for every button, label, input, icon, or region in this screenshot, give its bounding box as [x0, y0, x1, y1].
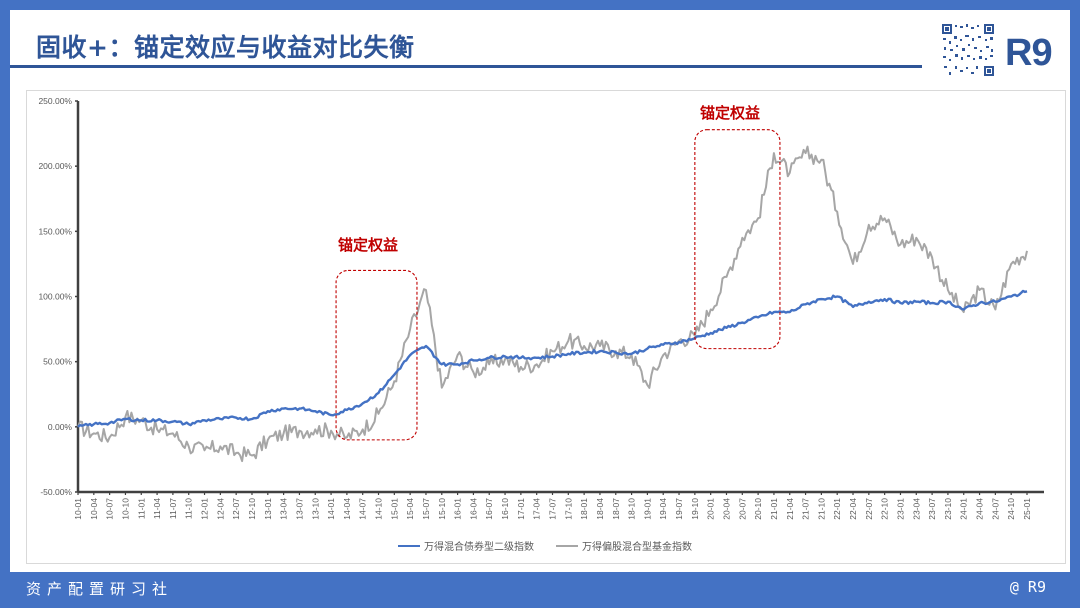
legend-label-bond: 万得混合债券型二级指数: [424, 542, 534, 553]
x-tick-label: 16-01: [453, 498, 463, 520]
x-tick-label: 16-04: [468, 498, 478, 520]
x-tick-label: 23-07: [927, 498, 937, 520]
x-tick-label: 22-04: [848, 498, 858, 520]
x-tick-label: 24-07: [990, 498, 1000, 520]
x-tick-label: 22-10: [880, 498, 890, 520]
x-tick-label: 10-04: [89, 498, 99, 520]
x-tick-label: 11-10: [184, 498, 194, 519]
line-chart: -50.00% 0.00% 50.00% 100.00% 150.00% 200.00% 2…: [38, 96, 1044, 520]
x-tick-label: 21-10: [816, 498, 826, 520]
x-tick-label: 11-01: [136, 498, 146, 519]
x-tick-label: 19-07: [674, 498, 684, 520]
x-tick-label: 20-07: [737, 498, 747, 520]
legend-swatch-equity: [556, 544, 578, 547]
x-tick-label: 16-10: [500, 498, 510, 520]
x-tick-label: 16-07: [484, 498, 494, 520]
x-tick-label: 20-01: [706, 498, 716, 520]
x-tick-label: 10-10: [120, 498, 130, 520]
x-tick-label: 24-01: [959, 498, 969, 520]
x-tick-label: 11-04: [152, 498, 162, 519]
x-tick-label: 11-07: [168, 498, 178, 519]
x-tick-label: 13-07: [294, 498, 304, 520]
y-tick-label: 200.00%: [38, 161, 72, 171]
x-tick-label: 14-01: [326, 498, 336, 520]
page-title: 固收+：锚定效应与收益对比失衡: [36, 33, 415, 62]
y-tick-label: 150.00%: [38, 226, 72, 236]
y-tick-label: 0.00%: [48, 422, 73, 432]
x-tick-label: 10-01: [73, 498, 83, 520]
legend-item-equity: 万得偏股混合型基金指数: [556, 538, 692, 553]
x-tick-label: 12-07: [231, 498, 241, 520]
y-tick-label: 50.00%: [43, 357, 72, 367]
x-tick-label: 21-07: [801, 498, 811, 520]
x-tick-label: 19-04: [658, 498, 668, 520]
x-tick-label: 13-01: [263, 498, 273, 520]
x-tick-label: 13-10: [310, 498, 320, 520]
chart-container: -50.00% 0.00% 50.00% 100.00% 150.00% 200.00% 2…: [26, 90, 1066, 564]
x-tick-label: 15-07: [421, 498, 431, 520]
x-tick-label: 22-07: [864, 498, 874, 520]
x-tick-label: 12-04: [215, 498, 225, 520]
x-tick-label: 24-10: [1006, 498, 1016, 520]
x-tick-label: 21-01: [769, 498, 779, 520]
legend-swatch-bond: [398, 544, 420, 547]
slide: 固收+：锚定效应与收益对比失衡 R9 -50.00% 0.00% 50.00% 100…: [10, 10, 1070, 572]
x-tick-label: 18-10: [627, 498, 637, 520]
footer-brand: @ R9: [1009, 578, 1046, 596]
x-tick-label: 22-01: [832, 498, 842, 520]
x-tick-label: 25-01: [1022, 498, 1032, 520]
title-underline: [10, 65, 922, 68]
x-tick-label: 10-07: [105, 498, 115, 520]
x-tick-label: 19-10: [690, 498, 700, 520]
x-tick-label: 14-10: [374, 498, 384, 520]
x-tick-label: 23-10: [943, 498, 953, 520]
x-tick-label: 18-01: [579, 498, 589, 520]
footer-org-name: 资产配置研习社: [26, 580, 174, 598]
x-tick-label: 15-04: [405, 498, 415, 520]
bond-fund-index-line: [77, 289, 1028, 428]
x-tick-label: 17-04: [532, 498, 542, 520]
y-tick-label: 100.00%: [38, 292, 72, 302]
x-tick-label: 17-01: [516, 498, 526, 520]
x-tick-label: 20-10: [753, 498, 763, 520]
x-tick-label: 18-07: [611, 498, 621, 520]
x-tick-label: 18-04: [595, 498, 605, 520]
y-tick-label: 250.00%: [38, 96, 72, 106]
legend-label-equity: 万得偏股混合型基金指数: [582, 542, 692, 553]
x-tick-label: 17-07: [548, 498, 558, 520]
y-tick-label: -50.00%: [40, 487, 72, 497]
x-tick-label: 21-04: [785, 498, 795, 520]
x-tick-label: 12-10: [247, 498, 257, 520]
x-tick-label: 13-04: [279, 498, 289, 520]
x-tick-label: 24-04: [975, 498, 985, 520]
x-tick-label: 14-04: [342, 498, 352, 520]
highlight-box: [694, 129, 781, 350]
x-tick-label: 23-01: [895, 498, 905, 520]
x-tick-label: 15-01: [389, 498, 399, 520]
equity-fund-index-line: [77, 145, 1028, 463]
brand-logo: R9: [1005, 32, 1053, 74]
annotation-label-1: 锚定权益: [338, 236, 399, 254]
x-tick-label: 17-10: [563, 498, 573, 520]
x-tick-label: 20-04: [721, 498, 731, 520]
x-tick-label: 15-10: [437, 498, 447, 520]
qr-code-icon: [940, 22, 996, 78]
legend-item-bond: 万得混合债券型二级指数: [398, 538, 534, 553]
annotation-label-2: 锚定权益: [700, 104, 761, 122]
x-tick-label: 14-07: [358, 498, 368, 520]
x-tick-label: 19-01: [642, 498, 652, 520]
x-tick-label: 23-04: [911, 498, 921, 520]
x-tick-label: 12-01: [200, 498, 210, 520]
